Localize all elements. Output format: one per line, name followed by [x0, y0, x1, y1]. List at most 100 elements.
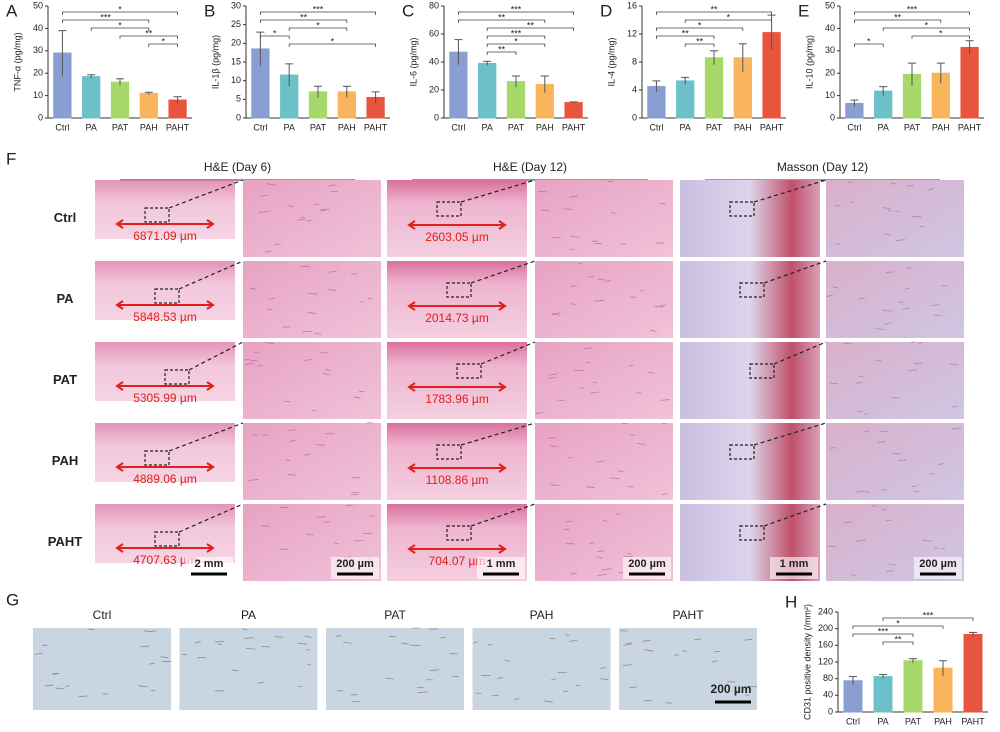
tissue-fiber: [44, 684, 54, 687]
tissue-fiber: [744, 638, 753, 641]
row-label: PAH: [52, 453, 78, 468]
tissue-fiber: [306, 533, 314, 536]
tissue-fiber: [940, 547, 946, 550]
measure-label: 4707.63 µm: [133, 553, 197, 567]
tissue-fiber: [883, 207, 891, 210]
bar: [110, 81, 130, 119]
bar: [82, 76, 101, 119]
tissue-fiber: [314, 203, 320, 206]
y-tick-label: 50: [33, 0, 43, 10]
scale-bar-label: 1 mm: [487, 558, 516, 570]
tissue-fiber: [682, 650, 687, 652]
significance-bracket: [260, 19, 348, 23]
tissue-fiber: [596, 556, 603, 559]
tissue-fiber: [884, 233, 891, 236]
tissue-fiber: [565, 520, 572, 523]
zoom-connector: [460, 179, 536, 203]
tissue-fiber: [334, 542, 340, 545]
significance-bracket: [882, 617, 974, 621]
tissue-fiber: [569, 195, 578, 198]
tissue-fiber: [350, 493, 360, 496]
tissue-fiber: [861, 490, 870, 493]
significance-bracket: [852, 625, 944, 629]
panel-letter: G: [6, 590, 19, 609]
tissue-fiber: [609, 477, 620, 479]
scale-bar-label: 200 µm: [711, 682, 752, 696]
tissue-fiber: [928, 188, 934, 191]
x-tick-label: PAH: [338, 122, 356, 132]
tissue-fiber: [876, 359, 883, 362]
y-tick-label: 20: [825, 68, 835, 78]
x-tick-label: PA: [680, 122, 691, 132]
zoom-connector: [188, 341, 244, 371]
tissue-fiber: [306, 219, 312, 222]
significance-bracket: [656, 11, 772, 15]
significance-bracket: [854, 43, 884, 47]
tissue-fiber: [570, 285, 577, 288]
overview-image: [680, 342, 820, 419]
y-tick-label: 40: [33, 23, 43, 33]
measure-arrow: [407, 220, 507, 230]
zoom-box: [739, 525, 765, 541]
tissue-fiber: [328, 184, 336, 186]
tissue-fiber: [316, 516, 326, 518]
tissue-fiber: [78, 695, 88, 698]
significance-label: ***: [511, 4, 522, 14]
y-axis-label: IL-1β (pg/mg): [210, 35, 220, 89]
tissue-fiber: [256, 681, 265, 684]
x-tick-label: PAH: [536, 122, 554, 132]
tissue-fiber: [451, 675, 459, 678]
tissue-fiber: [562, 208, 572, 210]
tissue-fiber: [297, 685, 303, 688]
zoom-box: [739, 282, 765, 298]
zoom-box: [729, 444, 755, 460]
x-tick-label: PAH: [932, 122, 950, 132]
tissue-fiber: [589, 542, 595, 544]
y-axis-label: IL-10 (pg/mg): [804, 35, 814, 89]
significance-bracket: [852, 633, 914, 637]
tissue-fiber: [287, 473, 296, 476]
tissue-fiber: [55, 687, 64, 690]
tissue-fiber: [400, 642, 410, 645]
significance-label: *: [896, 618, 900, 628]
tissue-fiber: [871, 504, 877, 507]
tissue-fiber: [864, 413, 869, 416]
tissue-fiber: [642, 639, 652, 642]
significance-label: ***: [907, 4, 918, 14]
y-tick-label: 160: [818, 640, 833, 650]
tissue-fiber: [194, 641, 201, 644]
tissue-fiber: [665, 702, 672, 704]
y-tick-label: 10: [33, 90, 43, 100]
y-axis-label: CD31 positive density (/mm²): [802, 604, 812, 720]
tissue-fiber: [906, 267, 912, 269]
significance-bracket: [854, 11, 970, 15]
significance-bracket: [486, 35, 546, 39]
measure-label: 1783.96 µm: [425, 392, 489, 406]
tissue-fiber: [359, 301, 364, 303]
tissue-fiber: [882, 309, 893, 312]
image-background: [95, 401, 235, 419]
x-tick-label: PAH: [734, 122, 752, 132]
significance-bracket: [684, 19, 772, 23]
column-header: Masson (Day 12): [777, 160, 868, 174]
significance-label: **: [527, 20, 535, 30]
row-label: Ctrl: [54, 210, 76, 225]
tissue-fiber: [417, 691, 428, 694]
significance-label: *: [118, 20, 122, 30]
tissue-fiber: [242, 628, 248, 631]
x-tick-label: PAT: [706, 122, 723, 132]
tissue-fiber: [908, 369, 918, 372]
measure-arrow: [115, 381, 215, 391]
tissue-fiber: [570, 303, 576, 305]
tissue-fiber: [881, 488, 887, 491]
tissue-fiber: [877, 440, 886, 444]
tissue-fiber: [584, 347, 592, 350]
x-tick-label: Ctrl: [451, 122, 465, 132]
zoom-connector: [460, 422, 536, 446]
tissue-fiber: [888, 563, 896, 566]
tissue-fiber: [231, 669, 239, 672]
tissue-fiber: [258, 211, 269, 213]
zoom-connector: [753, 422, 827, 446]
y-axis-label: IL-4 (pg/mg): [606, 37, 616, 86]
